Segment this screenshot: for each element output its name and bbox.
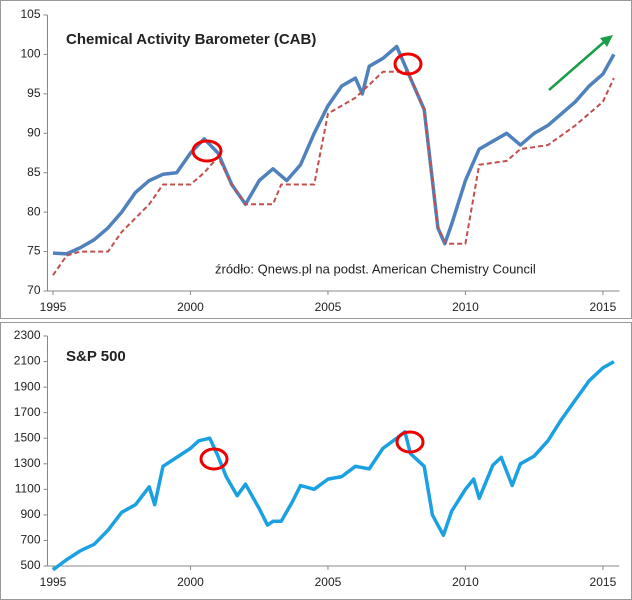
y-tick-label: 95 bbox=[27, 86, 41, 100]
y-tick-label: 85 bbox=[27, 165, 41, 179]
trend-arrow-head bbox=[600, 35, 613, 47]
y-tick-label: 105 bbox=[20, 7, 40, 21]
y-tick-label: 80 bbox=[27, 204, 41, 218]
x-tick-label: 2000 bbox=[177, 575, 204, 589]
highlight-circle bbox=[191, 139, 223, 163]
x-tick-label: 2010 bbox=[452, 575, 479, 589]
y-tick-label: 90 bbox=[27, 125, 41, 139]
y-tick-label: 1900 bbox=[14, 379, 41, 393]
y-tick-label: 1100 bbox=[15, 482, 41, 496]
x-tick-label: 2005 bbox=[315, 575, 342, 589]
data-line bbox=[52, 44, 616, 256]
data-line bbox=[51, 360, 615, 572]
y-tick-label: 1700 bbox=[14, 405, 41, 419]
highlight-circle bbox=[199, 447, 229, 471]
y-tick-label: 75 bbox=[27, 244, 41, 258]
y-tick-label: 1300 bbox=[14, 456, 41, 470]
data-line bbox=[52, 70, 615, 276]
highlight-circle bbox=[395, 430, 425, 454]
source-note: źródło: Qnews.pl na podst. American Chem… bbox=[215, 261, 536, 276]
x-tick-label: 2015 bbox=[590, 300, 617, 314]
y-tick-label: 700 bbox=[20, 533, 40, 547]
x-tick-label: 2010 bbox=[452, 300, 479, 314]
x-tick-label: 2005 bbox=[315, 300, 342, 314]
y-tick-label: 70 bbox=[27, 283, 41, 297]
y-tick-label: 900 bbox=[20, 507, 40, 521]
trend-arrow bbox=[548, 41, 605, 91]
y-tick-label: 100 bbox=[20, 47, 40, 61]
y-tick-label: 1500 bbox=[14, 430, 41, 444]
x-tick-label: 2000 bbox=[177, 300, 204, 314]
x-tick-label: 2015 bbox=[590, 575, 617, 589]
y-tick-label: 2100 bbox=[14, 354, 41, 368]
x-tick-label: 1995 bbox=[40, 300, 67, 314]
highlight-circle bbox=[393, 52, 423, 76]
x-tick-label: 1995 bbox=[40, 575, 67, 589]
y-tick-label: 2300 bbox=[14, 328, 41, 342]
y-tick-label: 500 bbox=[20, 558, 40, 572]
chart-title: Chemical Activity Barometer (CAB) bbox=[66, 31, 316, 48]
chart-title: S&P 500 bbox=[66, 348, 126, 365]
